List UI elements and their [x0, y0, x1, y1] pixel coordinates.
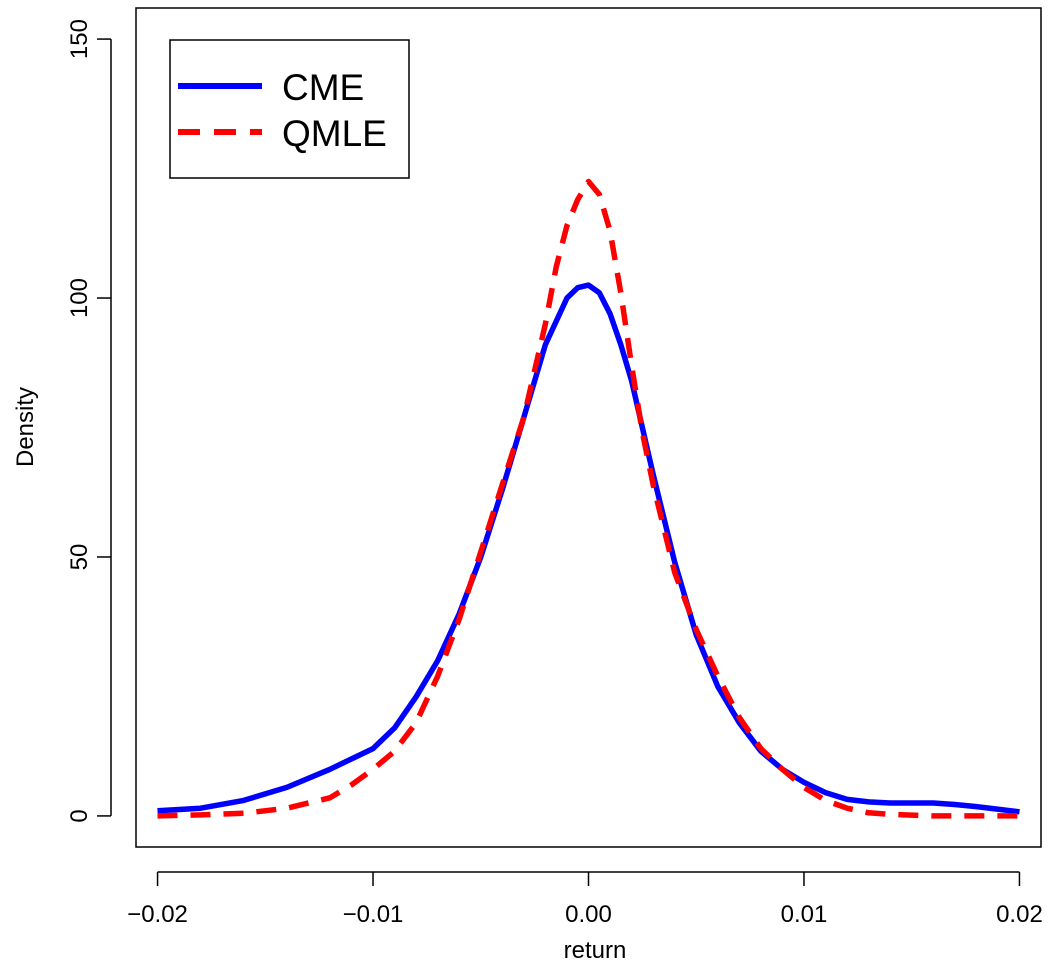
x-tick-label: −0.02 — [127, 901, 188, 928]
legend-box — [169, 39, 410, 179]
x-tick-label: 0.00 — [565, 901, 612, 928]
y-tick-label: 100 — [66, 278, 93, 318]
x-tick-label: 0.02 — [996, 901, 1043, 928]
plot-frame — [135, 7, 1042, 848]
legend: CME QMLE — [169, 39, 410, 179]
x-axis: −0.02 −0.01 0.00 0.01 0.02 — [127, 871, 1043, 928]
x-tick-label: −0.01 — [343, 901, 404, 928]
y-axis: 0 50 100 150 — [66, 19, 112, 823]
series-layer — [157, 178, 1020, 819]
y-tick-label: 50 — [66, 544, 93, 571]
series-line-cme — [157, 282, 1020, 815]
x-axis-label: return — [564, 937, 627, 964]
y-tick-label: 0 — [66, 809, 93, 822]
y-tick-label: 150 — [66, 19, 93, 59]
legend-label-qmle: QMLE — [282, 113, 387, 154]
legend-label-cme: CME — [282, 67, 364, 108]
series-line-qmle — [157, 178, 1020, 819]
y-axis-label: Density — [12, 387, 39, 467]
x-tick-label: 0.01 — [781, 901, 828, 928]
